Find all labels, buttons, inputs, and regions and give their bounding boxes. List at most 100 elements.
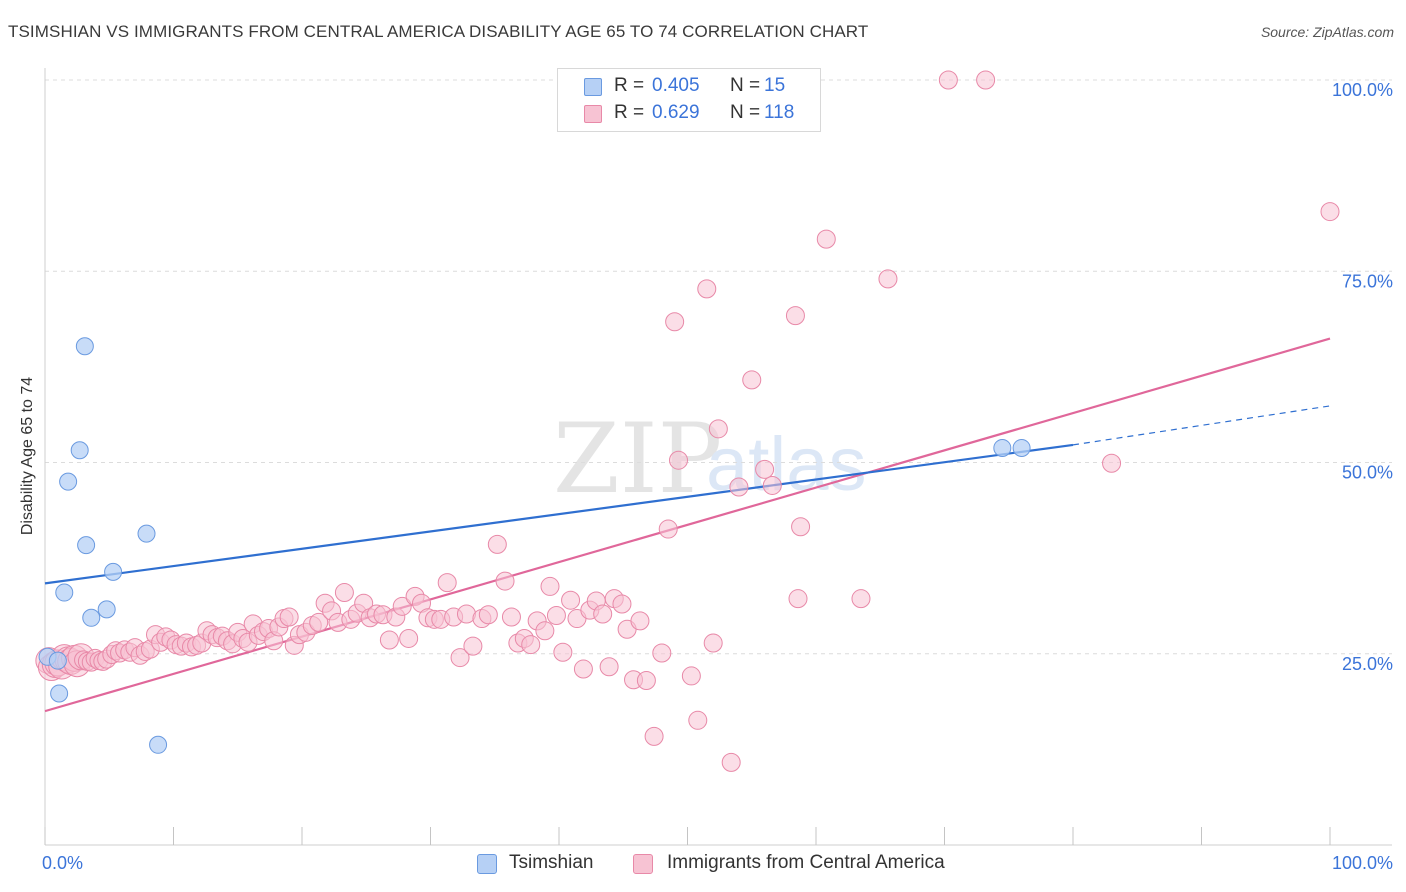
- point-immigrants: [658, 519, 678, 539]
- points-tsimshian: [38, 337, 1031, 754]
- point-immigrants: [546, 606, 566, 625]
- point-immigrants: [878, 269, 898, 289]
- point-immigrants: [599, 657, 619, 677]
- point-immigrants: [816, 229, 836, 249]
- legend-r-label: R =: [614, 102, 645, 123]
- point-immigrants: [437, 573, 457, 593]
- point-immigrants: [573, 659, 593, 679]
- point-immigrants: [540, 576, 560, 596]
- legend-n-value: 118: [764, 102, 795, 123]
- point-immigrants: [392, 596, 412, 616]
- watermark: ZIP atlas: [553, 403, 867, 515]
- y-tick-label: 50.0%: [1342, 463, 1393, 483]
- series-legend: Tsimshian Immigrants from Central Americ…: [0, 852, 1406, 878]
- legend-r-label: R =: [614, 75, 645, 96]
- point-immigrants: [938, 70, 958, 90]
- point-immigrants: [1320, 202, 1340, 222]
- legend-r-value: 0.405: [652, 75, 700, 96]
- watermark-atlas: atlas: [706, 422, 867, 507]
- point-tsimshian: [50, 684, 69, 703]
- point-tsimshian: [55, 583, 74, 602]
- legend-swatch-immigrants: [633, 854, 653, 874]
- point-immigrants: [487, 534, 507, 554]
- point-immigrants: [478, 605, 498, 625]
- trend-lines: [44, 337, 1331, 713]
- axes: [44, 68, 1392, 846]
- point-immigrants: [636, 671, 656, 691]
- point-tsimshian: [82, 608, 101, 627]
- point-immigrants: [681, 666, 701, 686]
- legend-swatch-tsimshian: [477, 854, 497, 874]
- point-immigrants: [553, 642, 573, 662]
- point-tsimshian: [97, 600, 116, 619]
- point-immigrants: [495, 571, 515, 591]
- point-immigrants: [788, 589, 808, 609]
- point-immigrants: [665, 312, 685, 332]
- source-label: Source: ZipAtlas.com: [1260, 24, 1394, 40]
- legend-n-value: 15: [764, 75, 786, 96]
- legend-label-tsimshian: Tsimshian: [509, 852, 594, 873]
- point-immigrants: [279, 607, 299, 627]
- point-immigrants: [593, 604, 613, 624]
- point-immigrants: [688, 710, 708, 730]
- trend-line-tsimshian-extension: [1072, 405, 1331, 446]
- point-immigrants: [652, 643, 672, 663]
- legend-label-immigrants: Immigrants from Central America: [667, 852, 945, 873]
- point-immigrants: [379, 630, 399, 650]
- point-immigrants: [785, 306, 805, 326]
- point-immigrants: [1102, 453, 1122, 473]
- point-tsimshian: [104, 562, 123, 581]
- point-tsimshian: [75, 337, 94, 356]
- point-immigrants: [334, 583, 354, 603]
- x-tick-label: 0.0%: [42, 853, 83, 873]
- point-tsimshian: [48, 651, 67, 670]
- point-immigrants: [762, 475, 782, 495]
- point-tsimshian: [59, 472, 78, 491]
- point-immigrants: [644, 726, 664, 746]
- x-tick-label: 100.0%: [1332, 853, 1393, 873]
- point-immigrants: [535, 621, 555, 641]
- point-immigrants: [703, 633, 723, 653]
- y-tick-label: 25.0%: [1342, 654, 1393, 674]
- watermark-zip: ZIP: [553, 403, 722, 515]
- point-immigrants: [851, 589, 871, 609]
- trend-line-tsimshian: [44, 443, 1074, 585]
- point-immigrants: [791, 517, 811, 537]
- chart-title: TSIMSHIAN VS IMMIGRANTS FROM CENTRAL AME…: [8, 22, 869, 41]
- point-immigrants: [561, 590, 581, 610]
- point-immigrants: [501, 607, 521, 627]
- legend-swatch-tsimshian: [584, 78, 602, 96]
- point-immigrants: [729, 477, 749, 497]
- grid-lines: [45, 79, 1392, 655]
- point-tsimshian: [77, 536, 96, 555]
- point-immigrants: [630, 611, 650, 631]
- point-tsimshian: [993, 438, 1012, 457]
- y-tick-label: 100.0%: [1332, 80, 1393, 100]
- point-immigrants: [976, 70, 996, 90]
- point-immigrants: [463, 636, 483, 656]
- point-immigrants: [521, 635, 541, 655]
- point-tsimshian: [149, 735, 168, 754]
- point-tsimshian: [1012, 438, 1031, 457]
- legend-swatch-immigrants: [584, 105, 602, 123]
- point-immigrants: [755, 459, 775, 479]
- point-immigrants: [697, 279, 717, 299]
- point-immigrants: [612, 594, 632, 614]
- point-immigrants: [309, 612, 329, 632]
- point-tsimshian: [137, 524, 156, 543]
- point-immigrants: [450, 648, 470, 668]
- point-immigrants: [721, 752, 741, 772]
- point-tsimshian: [70, 441, 89, 460]
- tick-labels: 25.0% 50.0% 75.0% 100.0% 0.0% 100.0%: [42, 80, 1393, 873]
- point-immigrants: [708, 419, 728, 439]
- point-immigrants: [742, 370, 762, 390]
- trend-line-immigrants: [44, 337, 1331, 713]
- y-tick-label: 75.0%: [1342, 271, 1393, 291]
- point-immigrants: [399, 628, 419, 648]
- legend-r-value: 0.629: [652, 102, 700, 123]
- legend-n-label: N =: [730, 102, 761, 123]
- point-immigrants: [669, 450, 689, 470]
- legend-n-label: N =: [730, 75, 761, 96]
- correlation-legend: R = 0.405 N = 15 R = 0.629 N = 118: [557, 68, 821, 132]
